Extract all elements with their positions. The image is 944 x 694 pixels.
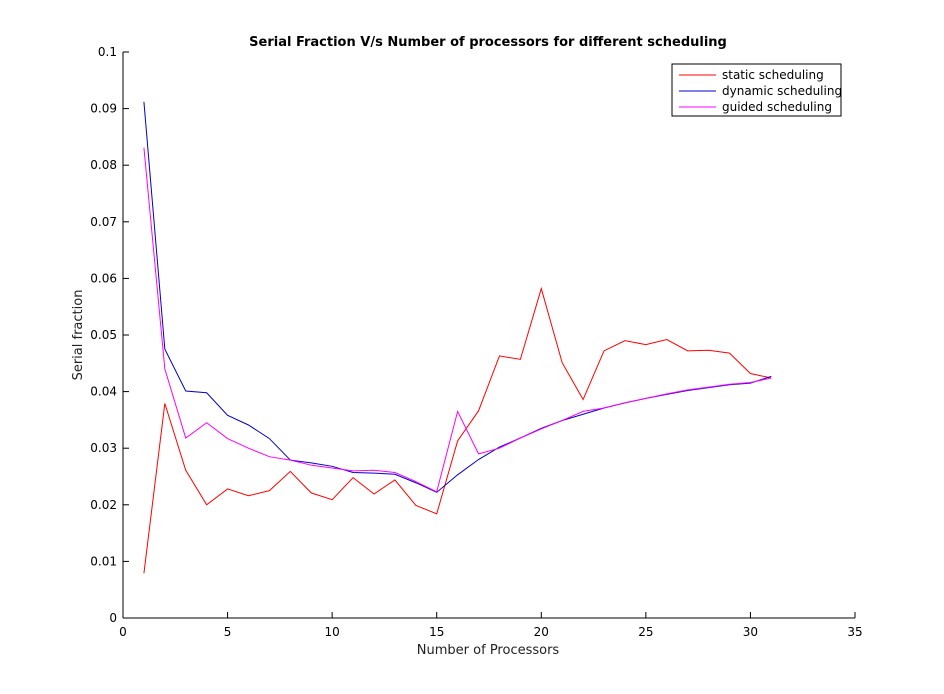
x-tick-label: 10 (325, 625, 340, 639)
y-tick-label: 0.05 (90, 328, 117, 342)
series-line-static (143, 286, 772, 574)
x-tick-label: 0 (119, 625, 127, 639)
legend-label: dynamic scheduling (722, 84, 842, 98)
legend-label: static scheduling (722, 68, 824, 82)
plot-series (143, 101, 772, 574)
y-tick-label: 0.03 (90, 441, 117, 455)
chart-legend: static scheduling dynamic scheduling guide… (671, 63, 842, 117)
y-axis-label: Serial fraction (71, 290, 86, 381)
series-line-guided (143, 147, 772, 493)
y-tick-label: 0.06 (90, 271, 117, 285)
x-tick-label: 15 (429, 625, 444, 639)
series-line-dynamic (143, 101, 772, 493)
y-tick-label: 0.02 (90, 498, 117, 512)
y-tick-label: 0.01 (90, 554, 117, 568)
y-tick-label: 0.07 (90, 215, 117, 229)
y-tick-label: 0.08 (90, 158, 117, 172)
x-axis-label: Number of Processors (417, 643, 560, 658)
y-tick-label: 0.1 (98, 45, 117, 59)
legend-label: guided scheduling (722, 100, 832, 114)
x-tick-label: 35 (847, 625, 862, 639)
y-tick-label: 0.04 (90, 385, 117, 399)
x-tick-label: 30 (743, 625, 758, 639)
x-tick-label: 20 (534, 625, 549, 639)
plot-axes: 0 5 10 15 20 25 30 35 0 0.01 0.02 0.03 0.04 0.05 0.06 0… (90, 45, 862, 639)
chart-title: Serial Fraction V/s Number of processors… (249, 35, 727, 50)
y-tick-label: 0 (109, 611, 117, 625)
x-tick-label: 25 (638, 625, 653, 639)
y-tick-label: 0.09 (90, 102, 117, 116)
x-tick-label: 5 (224, 625, 232, 639)
